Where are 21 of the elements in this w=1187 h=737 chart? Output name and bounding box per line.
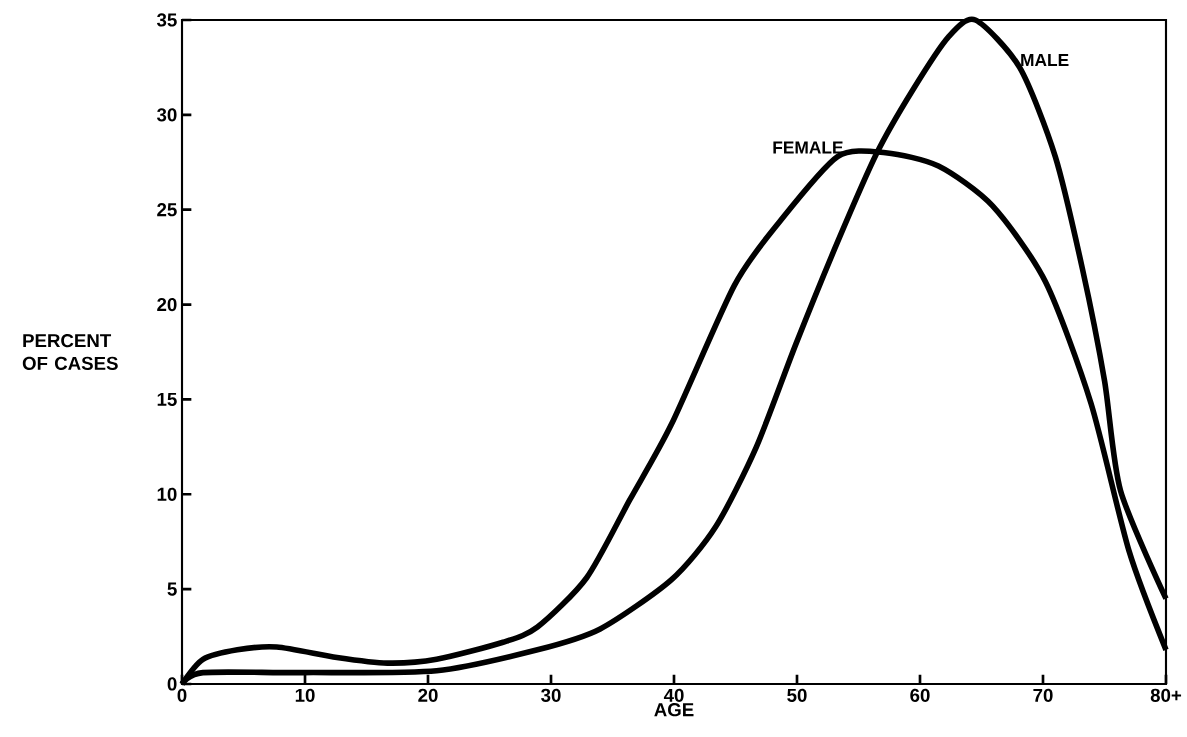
x-tick-label: 0 <box>177 688 187 702</box>
x-tick-label: 70 <box>1033 688 1053 702</box>
y-tick-label: 10 <box>157 487 177 501</box>
y-tick-label: 5 <box>167 582 177 596</box>
series-label: MALE <box>1021 54 1069 66</box>
x-tick-label: 10 <box>295 688 315 702</box>
y-tick-label: 15 <box>157 392 177 406</box>
x-tick-label: 50 <box>787 688 807 702</box>
y-tick-label: 35 <box>156 13 177 27</box>
series-label: FEMALE <box>773 141 843 154</box>
y-axis-title: PERCENT OF CASES <box>22 334 118 370</box>
x-axis-title: AGE <box>654 703 694 717</box>
x-tick-label: 60 <box>910 688 930 702</box>
y-tick-label: 20 <box>157 297 177 312</box>
x-tick-label: 40 <box>663 688 684 702</box>
y-tick-label: 30 <box>156 108 177 122</box>
x-tick-label: 80+ <box>1150 688 1182 702</box>
y-tick-label: 0 <box>167 677 177 691</box>
y-tick-label: 25 <box>157 203 177 217</box>
x-tick-label: 30 <box>541 688 561 702</box>
x-tick-label: 20 <box>418 688 438 702</box>
